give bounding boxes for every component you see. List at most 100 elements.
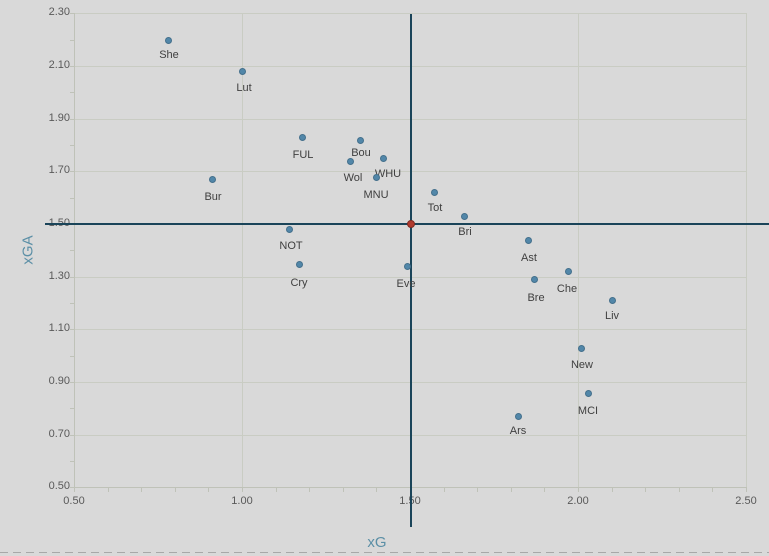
page-break-dashed-line [0,552,769,553]
y-axis-tick [70,461,74,462]
x-tick-label: 1.00 [231,495,253,507]
y-axis-tick [70,329,74,330]
data-point-label: Liv [604,310,620,322]
x-axis-tick [108,488,109,492]
x-tick-label: 2.50 [735,495,757,507]
data-point-label: Che [556,283,578,295]
data-point-label: Bur [204,191,222,203]
x-axis-tick [746,488,747,492]
y-axis-tick [70,40,74,41]
x-axis-tick [74,488,75,492]
y-axis-tick [70,382,74,383]
x-axis-tick [444,488,445,492]
x-axis-tick [242,488,243,492]
y-axis-tick [70,250,74,251]
x-tick-label: 2.00 [567,495,589,507]
y-axis-tick [70,119,74,120]
data-point-label: Lut [236,82,252,94]
data-point [347,158,354,165]
x-axis-tick [612,488,613,492]
data-point-label: Cry [290,277,308,289]
gridline-vertical [578,13,579,488]
data-point [431,189,438,196]
data-point [609,297,616,304]
data-point [165,37,172,44]
x-axis-tick [208,488,209,492]
data-point-label: Wol [343,172,363,184]
x-axis-tick [578,488,579,492]
y-axis-tick [70,13,74,14]
y-axis-tick [70,171,74,172]
y-tick-label: 2.10 [48,59,70,71]
x-axis-tick [276,488,277,492]
gridline-vertical [746,13,747,488]
data-point [404,263,411,270]
y-tick-label: 0.70 [48,428,70,440]
y-axis-tick [70,356,74,357]
data-point [565,268,572,275]
x-axis-tick [712,488,713,492]
y-tick-label: 0.50 [48,480,70,492]
data-point [525,237,532,244]
data-point-label: Bou [351,147,371,159]
data-point-label: New [570,359,593,371]
gridline-horizontal [74,13,747,14]
data-point-label: MNU [363,189,389,201]
x-axis-tick [511,488,512,492]
y-axis-tick [70,277,74,278]
data-point-label: NOT [279,240,303,252]
y-axis-line [74,13,75,488]
x-axis-tick [679,488,680,492]
data-point [515,413,522,420]
y-tick-label: 1.70 [48,164,70,176]
gridline-vertical [242,13,243,488]
x-axis-tick [175,488,176,492]
data-point-label: Bri [458,226,472,238]
data-point-label: Ast [521,252,537,264]
y-axis-tick [70,487,74,488]
y-axis-tick [70,408,74,409]
x-axis-tick [309,488,310,492]
reference-point [407,220,415,228]
y-axis-tick [70,435,74,436]
data-point-label: MCI [577,405,599,417]
data-point [380,155,387,162]
data-point [239,68,246,75]
data-point-label: She [159,49,179,61]
y-axis-tick [70,66,74,67]
y-axis-title: xGA [19,235,37,265]
data-point-label: Tot [427,202,443,214]
y-tick-label: 1.10 [48,322,70,334]
x-axis-tick [477,488,478,492]
x-axis-tick [376,488,377,492]
y-tick-label: 0.90 [48,375,70,387]
x-axis-tick [343,488,344,492]
y-axis-tick [70,145,74,146]
x-axis-tick [544,488,545,492]
x-tick-label: 0.50 [63,495,85,507]
data-point [461,213,468,220]
data-point [531,276,538,283]
data-point-label: Bre [527,292,545,304]
x-axis-tick [141,488,142,492]
y-axis-tick [70,303,74,304]
data-point [585,390,592,397]
data-point [209,176,216,183]
data-point [578,345,585,352]
data-point-label: WHU [374,168,402,180]
y-tick-label: 1.30 [48,270,70,282]
x-tick-label: 1.50 [390,495,430,508]
y-axis-tick [70,92,74,93]
data-point-label: Ars [509,425,527,437]
data-point [299,134,306,141]
data-point [296,261,303,268]
x-axis-title: xG [367,534,387,551]
y-tick-label: 1.90 [48,112,70,124]
y-tick-label: 2.30 [48,6,70,18]
data-point [286,226,293,233]
x-axis-tick [645,488,646,492]
data-point-label: Eve [396,278,416,290]
data-point [373,174,380,181]
